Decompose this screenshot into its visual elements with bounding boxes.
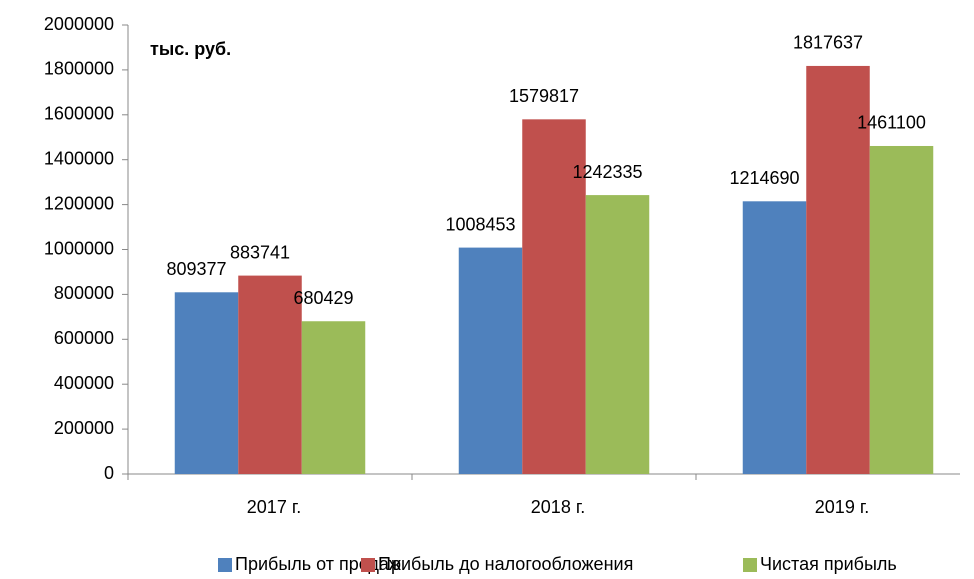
legend-label: Прибыль от продаж (235, 554, 401, 574)
data-label: 883741 (230, 242, 290, 262)
legend-label: Прибыль до налогообложения (378, 554, 633, 574)
y-tick-label: 600000 (54, 328, 114, 348)
y-tick-label: 1600000 (44, 104, 114, 124)
y-tick-label: 1800000 (44, 59, 114, 79)
x-tick-label: 2018 г. (531, 497, 585, 517)
legend-label: Чистая прибыль (760, 554, 897, 574)
y-tick-label: 800000 (54, 283, 114, 303)
bar (174, 292, 239, 474)
data-label: 680429 (293, 288, 353, 308)
data-label: 1579817 (509, 86, 579, 106)
data-label: 1461100 (857, 113, 926, 133)
data-label: 1242335 (572, 162, 642, 182)
bar (869, 145, 934, 475)
data-label: 809377 (166, 259, 226, 279)
y-tick-label: 1400000 (44, 148, 114, 168)
bar (806, 65, 870, 474)
y-tick-label: 200000 (54, 418, 114, 438)
bar (301, 321, 366, 474)
data-label: 1008453 (445, 214, 515, 234)
y-tick-label: 1200000 (44, 193, 114, 213)
legend-swatch (361, 558, 375, 572)
bar (585, 195, 650, 474)
y-tick-label: 2000000 (44, 14, 114, 34)
legend-swatch (743, 558, 757, 572)
data-label: 1214690 (729, 168, 799, 188)
bar (742, 201, 807, 474)
bar (458, 247, 523, 474)
data-label: 1817637 (793, 33, 863, 53)
x-tick-label: 2017 г. (247, 497, 301, 517)
y-tick-label: 1000000 (44, 238, 114, 258)
bar (238, 275, 302, 474)
bar (522, 119, 586, 474)
y-tick-label: 400000 (54, 373, 114, 393)
y-tick-label: 0 (104, 463, 114, 483)
legend-swatch (218, 558, 232, 572)
annotation: тыс. руб. (150, 39, 231, 59)
x-tick-label: 2019 г. (815, 497, 869, 517)
